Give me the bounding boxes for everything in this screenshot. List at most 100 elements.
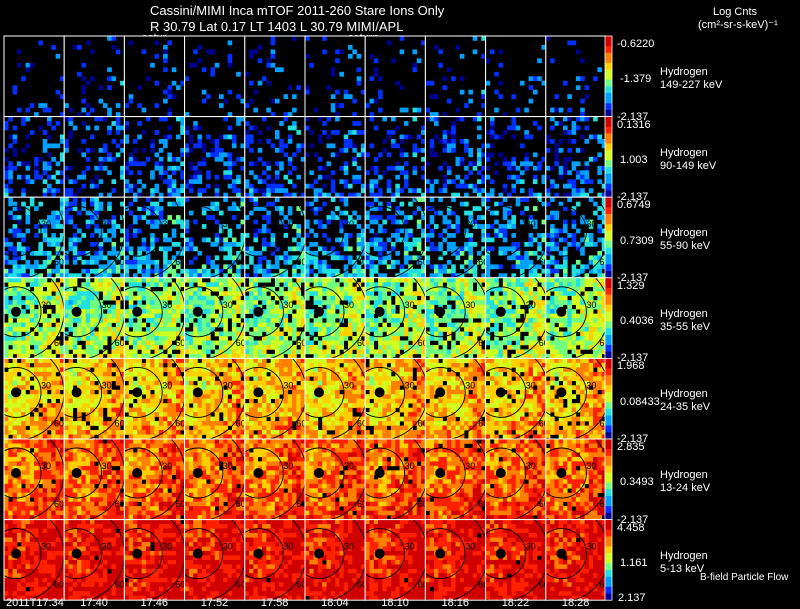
contour-label: 30: [586, 542, 596, 552]
contour-label: 60: [296, 580, 306, 590]
energy-row: 30 60 30 60 30 60 30 60 30 60 30 60 30 60 30 60 30 60 30 60: [3, 357, 609, 440]
image-cell: 30 60: [244, 439, 306, 520]
image-cell: 30 60: [365, 358, 426, 439]
contour-label: 60: [175, 338, 185, 348]
image-cell: [365, 116, 426, 198]
contour-label: 30: [102, 300, 112, 310]
contour-label: 30: [283, 380, 293, 390]
image-cell: 30 60: [305, 277, 367, 359]
contour-label: 60: [175, 499, 185, 509]
image-cell: 30 60: [485, 439, 546, 520]
contour-label: 60: [599, 418, 609, 428]
contour-label: 30: [465, 300, 475, 310]
image-cell: 30 60: [365, 277, 428, 359]
colorbar: [604, 357, 613, 440]
image-cell: 30 60: [124, 358, 185, 439]
contour-label: 60: [418, 580, 428, 590]
image-cell: 30 60: [305, 197, 366, 278]
image-cell: 30 60: [4, 277, 65, 359]
image-cell: 30 60: [425, 439, 486, 520]
image-cell: 30 60: [184, 277, 245, 359]
time-tick-label: 18:10: [381, 597, 409, 609]
colorbar: [604, 519, 613, 601]
contour-label: 60: [115, 580, 125, 590]
contour-label: 60: [115, 499, 125, 509]
image-cell: [244, 116, 306, 198]
colorbar-max-label: -0.6220: [617, 38, 655, 50]
contour-label: 60: [599, 338, 609, 348]
image-cell: [64, 116, 125, 198]
image-cell: 30 60: [485, 358, 549, 439]
contour-label: 30: [102, 542, 112, 552]
image-cell: [485, 116, 546, 198]
contour-label: 30: [223, 300, 233, 310]
contour-label: 60: [599, 499, 609, 509]
time-tick-label: 18:22: [501, 597, 530, 609]
contour-label: 30: [586, 461, 596, 471]
image-cell: 30 60: [124, 197, 185, 278]
image-cell: 30 60: [4, 197, 65, 278]
image-cell: [485, 36, 546, 117]
contour-label: 60: [54, 257, 64, 267]
contour-label: 60: [357, 580, 367, 590]
contour-label: 30: [344, 300, 354, 310]
contour-label: 30: [526, 542, 536, 552]
time-tick-label: 17:46: [140, 597, 169, 609]
contour-label: 30: [465, 461, 475, 471]
contour-label: 30: [465, 219, 475, 229]
contour-label: 60: [599, 580, 609, 590]
image-cell: 30 60: [244, 197, 306, 278]
image-cell: 30 60: [184, 197, 245, 278]
contour-label: 60: [357, 499, 367, 509]
contour-label: 30: [41, 380, 51, 390]
image-cell: 30 60: [64, 519, 125, 601]
colorbar-min-label: -2.137: [617, 271, 649, 284]
time-tick-label: 18:28: [561, 597, 590, 609]
energy-row: 30 60 30 60 30 60 30 60 30 60 30 60 30 60 30 60 30 60 30 60: [3, 196, 607, 279]
image-cell: 30 60: [365, 519, 428, 601]
colorbar-min-label: -2.137: [617, 433, 649, 445]
image-cell: 30 60: [545, 519, 609, 601]
colorbar: [604, 116, 613, 198]
energy-row: [3, 116, 607, 198]
colorbar-min-label: -2.137: [617, 110, 649, 123]
contour-label: 60: [357, 338, 367, 348]
energy-label: 90-149 keV: [660, 159, 717, 172]
contour-label: 60: [418, 338, 428, 348]
contour-label: 60: [478, 338, 488, 348]
contour-label: 60: [478, 257, 488, 267]
contour-label: 30: [405, 300, 415, 310]
image-cell: 30 60: [545, 197, 606, 278]
image-cell: [4, 36, 65, 117]
chart-title: Cassini/MIMI Inca mTOF 2011-260 Stare Io…: [150, 3, 445, 18]
image-cell: [244, 36, 305, 117]
image-cell: 30 60: [124, 519, 185, 601]
contour-label: 60: [478, 580, 488, 590]
contour-label: 30: [586, 300, 596, 310]
image-cell: [545, 36, 606, 117]
time-tick-label: 17:58: [260, 597, 289, 609]
contour-label: 30: [344, 219, 354, 229]
species-label: Hydrogen: [660, 307, 708, 320]
contour-label: 60: [418, 499, 428, 509]
contour-label: 30: [41, 542, 51, 552]
image-cell: [124, 116, 185, 198]
legend-units: (cm²-sr-s-keV)⁻¹: [698, 19, 778, 31]
contour-label: 60: [54, 418, 64, 428]
contour-label: 60: [175, 580, 185, 590]
contour-label: 30: [344, 542, 354, 552]
contour-label: 60: [54, 580, 64, 590]
colorbar-min-label: 2.137: [618, 592, 646, 605]
contour-label: 60: [357, 418, 367, 428]
time-tick-label: 17:52: [200, 597, 229, 609]
energy-label: 13-24 keV: [660, 482, 711, 494]
image-cell: 30 60: [64, 197, 125, 278]
image-cell: 30 60: [365, 197, 426, 278]
colorbar-min-label: -2.137: [617, 191, 649, 204]
species-label: Hydrogen: [660, 66, 708, 78]
image-cell: 30 60: [124, 277, 185, 359]
contour-label: 30: [283, 300, 293, 310]
colorbar: [604, 196, 613, 279]
contour-label: 60: [539, 418, 549, 428]
contour-label: 30: [526, 219, 536, 229]
